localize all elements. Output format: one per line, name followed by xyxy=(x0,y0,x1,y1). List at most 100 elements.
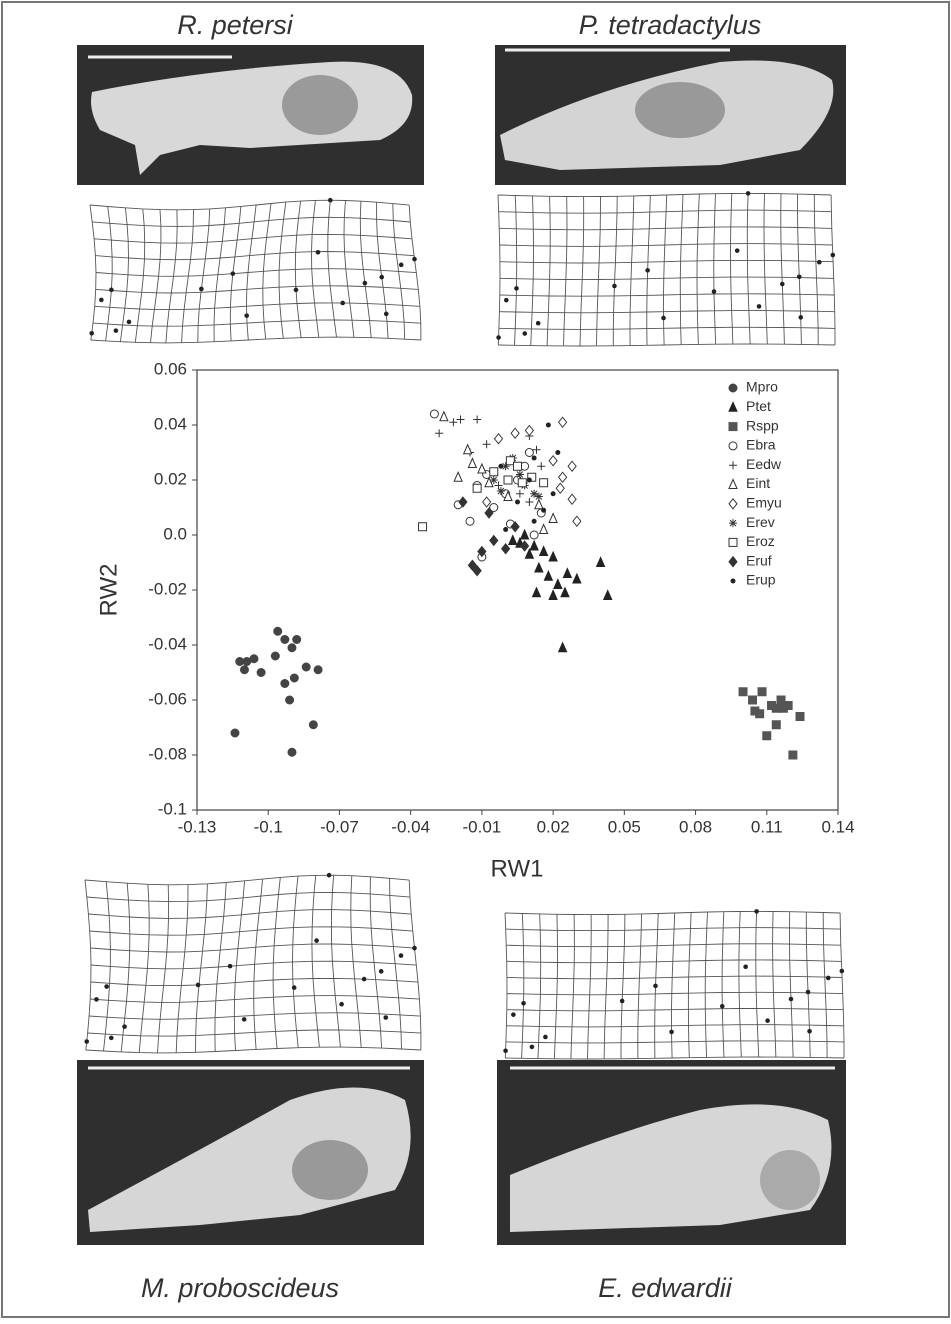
landmark xyxy=(99,297,104,303)
grid-line xyxy=(278,202,287,339)
point xyxy=(467,457,478,468)
x-tick-label: -0.1 xyxy=(254,817,283,836)
point xyxy=(301,662,311,672)
landmark xyxy=(817,259,822,265)
point xyxy=(555,450,561,455)
point xyxy=(531,518,537,524)
point xyxy=(287,643,297,653)
point xyxy=(505,456,515,466)
point xyxy=(537,462,546,471)
point xyxy=(313,665,323,675)
legend-marker xyxy=(728,422,738,432)
landmark xyxy=(398,953,404,958)
landmark xyxy=(719,1003,725,1009)
point xyxy=(489,534,499,547)
point xyxy=(515,470,524,479)
point xyxy=(534,498,544,510)
point xyxy=(567,493,577,506)
landmark xyxy=(653,983,658,989)
point xyxy=(482,440,491,449)
grid-line xyxy=(704,911,708,1058)
point xyxy=(529,539,539,551)
landmark xyxy=(398,262,404,268)
grid-line xyxy=(603,914,609,1059)
grid-line xyxy=(105,206,113,341)
point xyxy=(539,478,549,488)
legend-marker xyxy=(729,519,737,528)
point xyxy=(572,572,582,584)
grid-line xyxy=(103,881,111,1052)
point xyxy=(256,668,266,677)
grid-line xyxy=(579,196,585,347)
grid-line xyxy=(86,891,411,903)
landmark xyxy=(383,1015,389,1020)
legend-label: Ptet xyxy=(746,398,771,414)
point xyxy=(280,635,290,644)
landmark xyxy=(669,1029,674,1035)
landmark xyxy=(326,872,332,878)
grid-line xyxy=(755,911,760,1058)
grid-line xyxy=(89,1012,421,1020)
point xyxy=(557,471,568,484)
point xyxy=(525,498,534,506)
landmark xyxy=(340,300,346,306)
point xyxy=(548,512,558,523)
point xyxy=(493,432,504,445)
grid-line xyxy=(89,926,413,936)
point xyxy=(738,687,748,697)
grid-line xyxy=(553,914,558,1059)
x-tick-label: -0.01 xyxy=(463,817,502,836)
grid-line xyxy=(612,196,618,346)
grid-line xyxy=(84,879,92,1051)
point xyxy=(496,487,505,495)
landmark xyxy=(362,280,368,286)
point xyxy=(532,445,541,454)
point xyxy=(548,454,558,467)
grid-line xyxy=(679,194,684,345)
point xyxy=(524,548,535,559)
point xyxy=(515,499,520,505)
grid-line xyxy=(570,914,575,1059)
point xyxy=(287,747,297,757)
grid-line xyxy=(150,209,162,343)
landmark xyxy=(496,335,501,340)
point xyxy=(553,578,563,589)
x-tick-label: 0.02 xyxy=(537,817,570,836)
grid-line xyxy=(696,193,700,345)
grid-line xyxy=(596,196,601,346)
point xyxy=(519,528,530,540)
landmark xyxy=(805,989,811,995)
legend-marker xyxy=(728,497,738,510)
landmark xyxy=(315,249,321,255)
grid-line xyxy=(521,913,525,1059)
point xyxy=(771,720,781,730)
point xyxy=(550,491,556,497)
landmark xyxy=(825,975,831,981)
point xyxy=(429,409,439,419)
point xyxy=(572,515,582,528)
point xyxy=(458,496,468,508)
point xyxy=(538,545,549,556)
x-tick-label: 0.14 xyxy=(821,817,854,836)
grid-line xyxy=(175,884,189,1053)
point xyxy=(477,462,487,474)
point xyxy=(308,720,318,730)
landmark xyxy=(645,268,650,273)
grid-line xyxy=(822,912,828,1058)
point xyxy=(453,471,463,482)
grid-line xyxy=(546,196,551,346)
landmark xyxy=(745,191,751,196)
y-axis-label: RW2 xyxy=(95,564,122,617)
point xyxy=(513,461,522,471)
grid-line xyxy=(497,194,501,346)
grid-line xyxy=(262,203,272,340)
grid-line xyxy=(214,882,227,1052)
x-tick-label: -0.04 xyxy=(391,817,430,836)
legend-label: Rspp xyxy=(746,417,779,433)
legend-label: Emyu xyxy=(746,495,782,511)
point xyxy=(519,540,530,552)
point xyxy=(602,589,613,600)
point xyxy=(757,687,767,697)
grid-line xyxy=(530,195,534,346)
landmark xyxy=(788,996,794,1002)
